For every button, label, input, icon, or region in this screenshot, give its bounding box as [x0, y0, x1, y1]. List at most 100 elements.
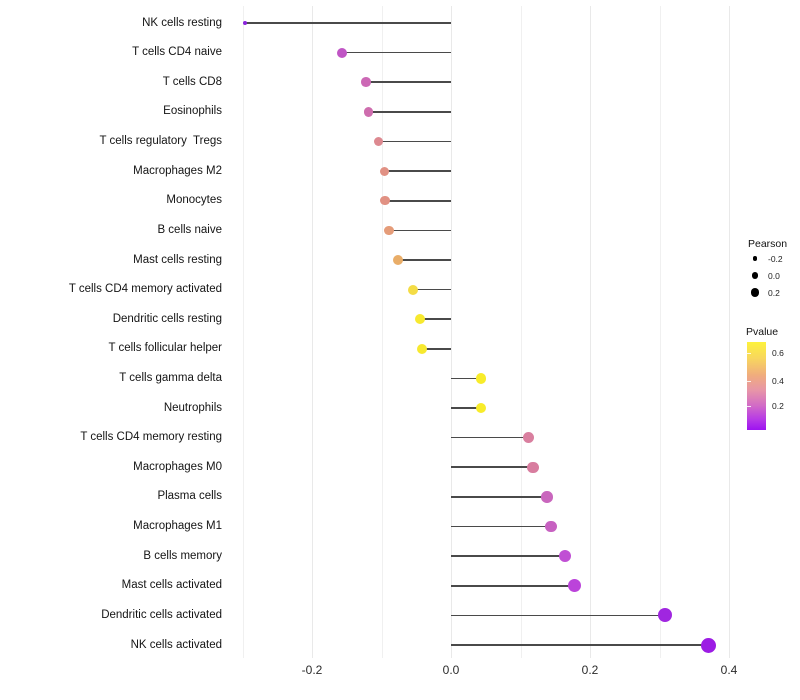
lollipop-dot	[658, 608, 673, 623]
category-label: Neutrophils	[163, 401, 222, 414]
lollipop-stem	[412, 288, 451, 291]
lollipop-dot	[700, 637, 716, 653]
category-label: Macrophages M0	[133, 460, 222, 473]
lollipop-stem	[451, 614, 666, 617]
gridline-minor	[381, 6, 383, 658]
legend-size-entry: 0.0	[742, 267, 798, 284]
category-label: Plasma cells	[157, 490, 222, 503]
pvalue-colorbar	[747, 342, 766, 430]
lollipop-dot	[475, 402, 487, 414]
lollipop-dot	[384, 225, 394, 236]
x-tick-label: 0.2	[581, 663, 599, 677]
lollipop-stem	[451, 525, 552, 528]
lollipop-dot	[527, 461, 539, 473]
category-label: Macrophages M2	[133, 164, 222, 177]
legend-size-entry: 0.2	[742, 284, 798, 301]
category-label: B cells naive	[157, 223, 222, 236]
lollipop-dot	[363, 107, 374, 117]
category-label: Mast cells resting	[133, 253, 222, 266]
category-label: NK cells activated	[130, 638, 222, 651]
legend-pearson-entries: -0.2 0.0 0.2	[742, 250, 798, 301]
lollipop-dot	[545, 520, 557, 533]
lollipop-stem	[389, 229, 451, 232]
legend-pearson-size: Pearson -0.2 0.0 0.2	[742, 238, 798, 301]
legend-size-label: 0.2	[768, 287, 780, 298]
legend-size-label: 0.0	[768, 270, 780, 281]
colorbar-tick-label: 0.4	[772, 376, 784, 386]
lollipop-stem	[341, 51, 451, 54]
lollipop-stem	[366, 81, 451, 84]
lollipop-dot	[243, 21, 248, 25]
gridline-major	[590, 6, 591, 658]
category-label: T cells CD4 memory resting	[80, 431, 222, 444]
lollipop-stem	[245, 22, 451, 24]
lollipop-dot	[414, 314, 425, 325]
x-tick-label: 0.4	[720, 663, 738, 677]
gridline-major	[451, 6, 452, 658]
colorbar-tick-label: 0.2	[772, 401, 784, 411]
x-tick-label: 0.0	[442, 663, 460, 677]
lollipop-stem	[421, 348, 451, 350]
lollipop-stem	[419, 318, 451, 320]
category-label: Dendritic cells activated	[101, 608, 222, 621]
lollipop-dot	[558, 550, 572, 563]
category-label: Dendritic cells resting	[112, 312, 222, 325]
gridline-major	[729, 6, 730, 658]
category-label: T cells CD4 memory activated	[68, 283, 222, 296]
category-label: Monocytes	[166, 194, 222, 207]
gridline-minor	[520, 6, 522, 658]
lollipop-dot	[407, 284, 418, 295]
lollipop-dot	[336, 47, 347, 58]
lollipop-stem	[451, 466, 533, 469]
lollipop-stem	[451, 584, 575, 587]
gridline-minor	[659, 6, 661, 658]
colorbar-tickmark	[747, 381, 751, 382]
lollipop-dot	[568, 579, 582, 593]
legend-size-entry: -0.2	[742, 250, 798, 267]
category-label: T cells CD8	[162, 75, 222, 88]
lollipop-dot	[475, 373, 487, 384]
lollipop-stem	[451, 407, 481, 409]
lollipop-stem	[368, 111, 451, 113]
lollipop-dot	[379, 166, 389, 176]
lollipop-stem	[451, 377, 481, 380]
lollipop-stem	[451, 644, 709, 646]
lollipop-stem	[378, 140, 451, 143]
lollipop-dot	[393, 255, 404, 265]
category-label: T cells gamma delta	[119, 371, 222, 384]
lollipop-stem	[451, 496, 547, 498]
legend-size-dot	[752, 256, 758, 261]
lollipop-dot	[380, 196, 390, 206]
gridline-major	[312, 6, 313, 658]
lollipop-dot	[373, 136, 384, 147]
lollipop-dot	[416, 343, 427, 354]
legend-pvalue-title: Pvalue	[746, 326, 779, 338]
category-label: T cells regulatory Tregs	[99, 135, 222, 147]
lollipop-dot	[361, 77, 371, 87]
lollipop-stem	[451, 555, 565, 557]
legend-size-dot	[751, 272, 759, 279]
lollipop-dot	[541, 491, 553, 503]
lollipop-stem	[385, 199, 451, 202]
category-label: Macrophages M1	[133, 520, 222, 532]
lollipop-dot	[523, 432, 535, 444]
lollipop-stem	[384, 170, 451, 172]
colorbar-tick-label: 0.6	[772, 348, 784, 358]
legend-pvalue: Pvalue 0.6 0.4 0.2	[746, 326, 800, 430]
lollipop-stem	[451, 436, 529, 439]
category-label: Mast cells activated	[121, 579, 222, 592]
colorbar-tickmark	[747, 406, 751, 407]
category-label: T cells CD4 naive	[132, 46, 222, 59]
x-tick-label: -0.2	[301, 663, 323, 677]
category-label: NK cells resting	[142, 16, 222, 29]
legend-size-dot	[750, 288, 760, 297]
legend-pearson-title: Pearson	[748, 238, 788, 250]
gridline-minor	[242, 6, 244, 658]
category-label: B cells memory	[143, 549, 222, 562]
category-label: Eosinophils	[163, 105, 222, 118]
colorbar-tickmark	[747, 353, 751, 354]
category-label: T cells follicular helper	[108, 342, 222, 355]
lollipop-stem	[398, 259, 451, 261]
legend-size-label: -0.2	[768, 253, 783, 264]
